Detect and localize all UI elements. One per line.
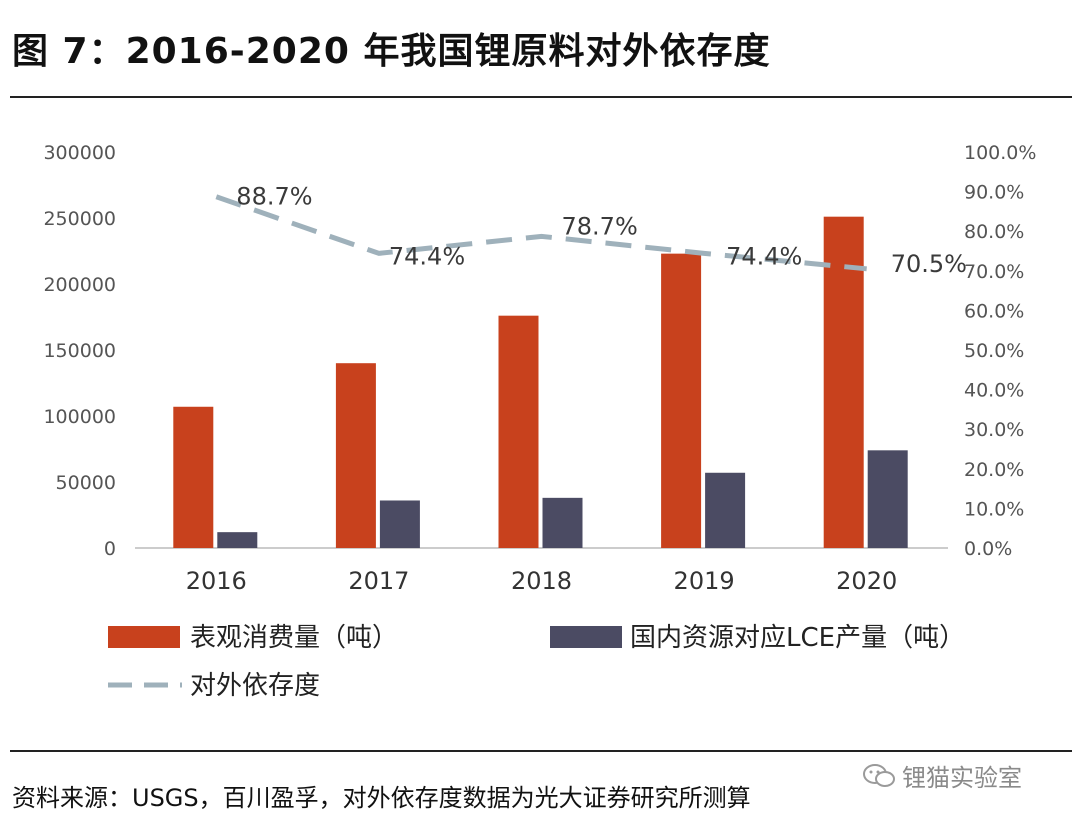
right-tick-label: 0.0% bbox=[964, 538, 1012, 560]
category-label: 2016 bbox=[186, 567, 247, 595]
category-label: 2017 bbox=[348, 567, 409, 595]
consumption-bar bbox=[661, 253, 702, 548]
left-tick-label: 250000 bbox=[43, 208, 116, 230]
production-bar bbox=[217, 532, 258, 548]
watermark: 锂猫实验室 bbox=[862, 758, 1022, 793]
left-axis-ticks: 0 50000 100000 150000 200000 250000 300000 bbox=[43, 142, 116, 560]
right-tick-label: 50.0% bbox=[964, 340, 1024, 362]
category-label: 2020 bbox=[836, 567, 897, 595]
consumption-bar bbox=[173, 406, 214, 548]
wechat-icon bbox=[863, 763, 895, 787]
right-tick-label: 70.0% bbox=[964, 261, 1024, 283]
category-label: 2018 bbox=[511, 567, 572, 595]
figure-title: 图 7：2016-2020 年我国锂原料对外依存度 bbox=[12, 31, 771, 72]
legend: 表观消费量（吨） 国内资源对应LCE产量（吨） 对外依存度 bbox=[108, 623, 965, 701]
legend-label-consumption: 表观消费量（吨） bbox=[190, 623, 398, 653]
right-tick-label: 30.0% bbox=[964, 419, 1024, 441]
right-tick-label: 60.0% bbox=[964, 300, 1024, 322]
production-bar bbox=[379, 500, 420, 548]
source-note: 资料来源：USGS，百川盈孚，对外依存度数据为光大证券研究所测算 bbox=[12, 784, 751, 812]
left-tick-label: 300000 bbox=[43, 142, 116, 164]
legend-label-dependency: 对外依存度 bbox=[190, 671, 320, 701]
left-tick-label: 100000 bbox=[43, 406, 116, 428]
category-labels: 2016 2017 2018 2019 2020 bbox=[186, 567, 897, 595]
left-tick-label: 50000 bbox=[56, 472, 116, 494]
legend-label-production: 国内资源对应LCE产量（吨） bbox=[630, 623, 965, 653]
bars bbox=[173, 216, 908, 548]
right-tick-label: 80.0% bbox=[964, 221, 1024, 243]
right-tick-label: 10.0% bbox=[964, 498, 1024, 520]
right-tick-label: 100.0% bbox=[964, 142, 1036, 164]
right-tick-label: 20.0% bbox=[964, 459, 1024, 481]
left-tick-label: 200000 bbox=[43, 274, 116, 296]
title-rule bbox=[10, 96, 1072, 98]
legend-swatch-production bbox=[550, 626, 622, 648]
dependency-data-label: 74.4% bbox=[389, 242, 465, 270]
dependency-data-label: 88.7% bbox=[236, 183, 312, 211]
production-bar bbox=[705, 472, 746, 548]
consumption-bar bbox=[335, 363, 376, 548]
right-tick-label: 90.0% bbox=[964, 182, 1024, 204]
dependency-chart: 0 50000 100000 150000 200000 250000 300000 0.0… bbox=[43, 142, 1036, 701]
dependency-data-label: 78.7% bbox=[562, 212, 638, 240]
left-tick-label: 150000 bbox=[43, 340, 116, 362]
dependency-data-label: 70.5% bbox=[891, 250, 967, 278]
right-axis-ticks: 0.0% 10.0% 20.0% 30.0% 40.0% 50.0% 60.0% 70.0% 8… bbox=[964, 142, 1036, 560]
watermark-text: 锂猫实验室 bbox=[902, 764, 1022, 792]
dependency-line-layer: 88.7% 74.4% 78.7% 74.4% 70.5% bbox=[215, 183, 967, 278]
category-label: 2019 bbox=[674, 567, 735, 595]
dependency-line bbox=[215, 194, 867, 272]
right-tick-label: 40.0% bbox=[964, 380, 1024, 402]
footer-rule bbox=[10, 750, 1072, 752]
dependency-data-label: 74.4% bbox=[726, 242, 802, 270]
consumption-bar bbox=[823, 216, 864, 548]
consumption-bar bbox=[498, 315, 539, 548]
production-bar bbox=[542, 497, 583, 548]
left-tick-label: 0 bbox=[104, 538, 116, 560]
production-bar bbox=[867, 450, 908, 548]
legend-swatch-consumption bbox=[108, 626, 180, 648]
